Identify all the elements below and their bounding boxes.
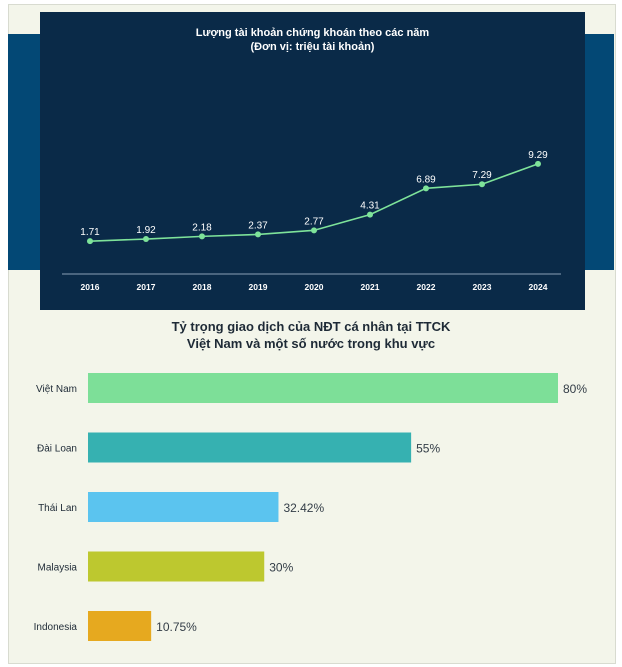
data-label-2018: 2.18 xyxy=(192,222,212,233)
x-tick-label-2021: 2021 xyxy=(361,282,380,292)
category-label-1: Đài Loan xyxy=(37,444,77,455)
category-label-4: Indonesia xyxy=(34,622,78,633)
value-label-0: 80% xyxy=(563,382,587,396)
data-label-2024: 9.29 xyxy=(528,150,548,161)
line-chart-title-main: Lượng tài khoản chứng khoán theo các năm xyxy=(195,27,430,39)
data-label-2019: 2.37 xyxy=(248,220,268,231)
category-label-3: Malaysia xyxy=(38,563,78,574)
category-label-2: Thái Lan xyxy=(38,503,77,514)
data-point-2024 xyxy=(535,160,541,167)
value-label-2: 32.42% xyxy=(283,501,324,515)
x-tick-label-2020: 2020 xyxy=(305,282,324,292)
data-point-2017 xyxy=(143,236,149,243)
bar-chart-title: Tỷ trọng giao dịch của NĐT cá nhân tại T… xyxy=(0,318,622,352)
x-tick-label-2024: 2024 xyxy=(529,282,548,292)
line-chart-panel: Lượng tài khoản chứng khoán theo các năm… xyxy=(40,12,585,310)
data-label-2020: 2.77 xyxy=(304,216,324,227)
data-label-2022: 6.89 xyxy=(416,174,436,185)
data-label-2021: 4.31 xyxy=(360,201,380,212)
x-tick-label-2016: 2016 xyxy=(81,282,100,292)
x-tick-label-2023: 2023 xyxy=(473,282,492,292)
data-label-2017: 1.92 xyxy=(136,225,156,236)
x-tick-label-2022: 2022 xyxy=(417,282,436,292)
data-point-2018 xyxy=(199,233,205,240)
bar-chart-title-line2: Việt Nam và một số nước trong khu vực xyxy=(186,336,436,351)
bar-3 xyxy=(88,551,265,582)
x-tick-label-2018: 2018 xyxy=(193,282,212,292)
data-label-2016: 1.71 xyxy=(80,227,100,238)
line-chart: 1.71 2016 1.92 2017 2.18 2018 2.37 2019 2.77 2020… xyxy=(62,150,561,292)
category-label-0: Việt Nam xyxy=(36,384,77,395)
bar-1 xyxy=(88,432,412,463)
x-tick-label-2017: 2017 xyxy=(137,282,156,292)
data-point-2016 xyxy=(87,238,93,245)
value-label-3: 30% xyxy=(269,561,293,575)
data-point-2020 xyxy=(311,227,317,234)
line-chart-title-unit: (Đơn vị: triệu tài khoản) xyxy=(250,41,375,53)
value-label-4: 10.75% xyxy=(156,620,197,634)
bar-4 xyxy=(88,611,152,641)
data-point-2022 xyxy=(423,185,429,192)
data-point-2021 xyxy=(367,211,373,218)
value-label-1: 55% xyxy=(416,442,440,456)
x-tick-label-2019: 2019 xyxy=(249,282,268,292)
bar-chart-title-line1: Tỷ trọng giao dịch của NĐT cá nhân tại T… xyxy=(171,319,451,334)
bar-0 xyxy=(88,373,558,403)
bar-2 xyxy=(88,492,279,522)
data-label-2023: 7.29 xyxy=(472,170,492,181)
data-point-2023 xyxy=(479,181,485,188)
data-point-2019 xyxy=(255,231,261,238)
line-chart-title: Lượng tài khoản chứng khoán theo các năm… xyxy=(40,26,585,54)
